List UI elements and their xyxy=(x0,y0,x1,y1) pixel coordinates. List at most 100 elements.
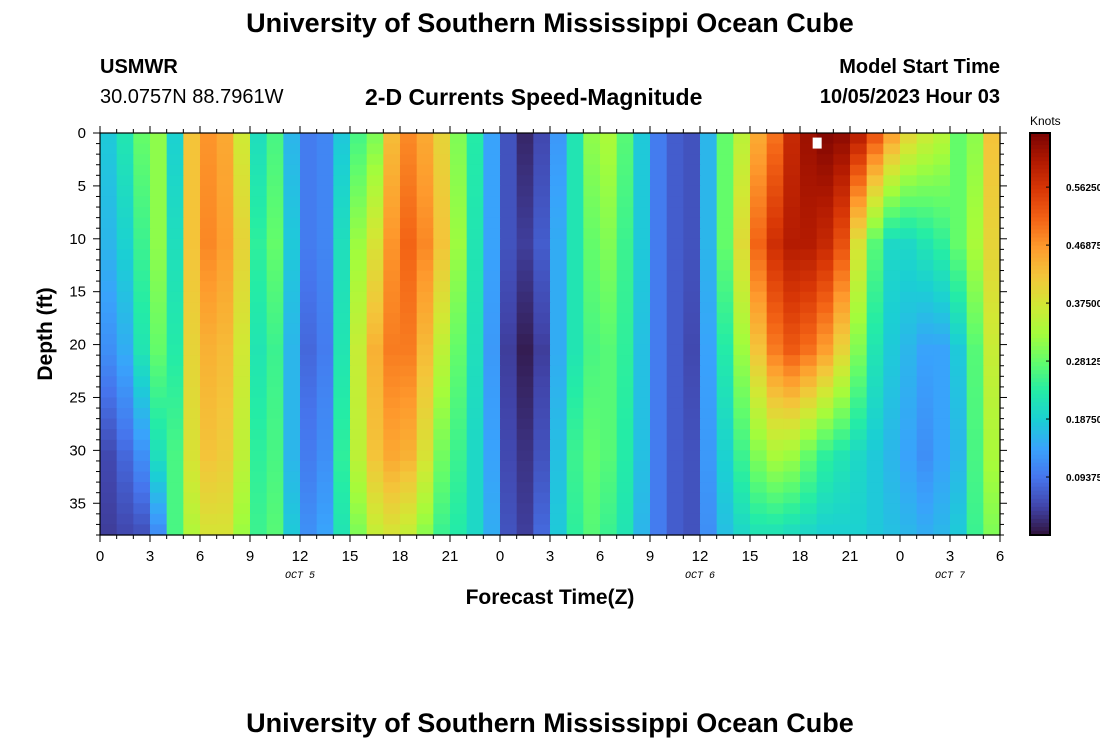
colorbar-segment xyxy=(1030,237,1050,243)
heatmap-cell xyxy=(866,408,884,420)
heatmap-cell xyxy=(683,291,701,303)
heatmap-cell xyxy=(483,143,501,155)
heatmap-cell xyxy=(816,185,834,198)
heatmap-cell xyxy=(400,291,418,303)
heatmap-cell xyxy=(966,482,984,494)
colorbar-segment xyxy=(1030,165,1050,170)
heatmap-cell xyxy=(533,524,551,536)
heatmap-cell xyxy=(916,281,934,293)
heatmap-cell xyxy=(100,154,118,166)
heatmap-cell xyxy=(916,386,934,399)
heatmap-cell xyxy=(216,207,234,219)
heatmap-cell xyxy=(550,154,568,166)
heatmap-cell xyxy=(250,503,268,515)
heatmap-cell xyxy=(383,492,401,504)
heatmap-cell xyxy=(566,175,584,187)
heatmap-cell xyxy=(733,143,751,155)
heatmap-cell xyxy=(433,196,451,208)
heatmap-cell xyxy=(866,185,884,198)
heatmap-cell xyxy=(283,196,301,208)
x-axis: 0 3 6 9 12 15 18 21 0 3 6 9 12 15 18 21 0 3 6 xyxy=(96,126,1004,565)
heatmap-cell xyxy=(100,302,118,314)
heatmap-cell xyxy=(116,408,134,420)
heatmap-cell xyxy=(900,270,918,282)
heatmap-cell xyxy=(783,397,801,409)
heatmap-cell xyxy=(800,302,818,314)
heatmap-cell xyxy=(750,133,768,145)
heatmap-cell xyxy=(483,397,501,409)
heatmap-cell xyxy=(333,460,351,473)
heatmap-cell xyxy=(200,302,218,314)
heatmap-cell xyxy=(400,429,418,441)
heatmap-cell xyxy=(116,450,134,462)
heatmap-cell xyxy=(483,312,501,325)
heatmap-cell xyxy=(183,249,201,261)
heatmap-cell xyxy=(550,302,568,314)
heatmap-cell xyxy=(800,175,818,187)
heatmap-cell xyxy=(316,365,334,377)
heatmap-cell xyxy=(216,513,234,526)
heatmap-cell xyxy=(250,344,268,356)
heatmap-cell xyxy=(200,228,218,240)
heatmap-cell xyxy=(600,207,618,219)
heatmap-cell xyxy=(100,196,118,208)
heatmap-cell xyxy=(983,450,1001,462)
heatmap-cell xyxy=(983,408,1001,420)
heatmap-cell xyxy=(550,323,568,335)
heatmap-cell xyxy=(783,291,801,303)
heatmap-cell xyxy=(366,344,384,356)
heatmap-cell xyxy=(933,355,951,367)
heatmap-cell xyxy=(183,207,201,219)
heatmap-cell xyxy=(216,281,234,293)
heatmap-cell xyxy=(966,492,984,504)
heatmap-cell xyxy=(266,185,284,198)
heatmap-cell xyxy=(366,217,384,229)
heatmap-cell xyxy=(300,270,318,282)
heatmap-cell xyxy=(183,270,201,282)
heatmap-cell xyxy=(150,312,168,325)
heatmap-cell xyxy=(783,408,801,420)
heatmap-cell xyxy=(533,471,551,483)
heatmap-cell xyxy=(933,185,951,198)
heatmap-cell xyxy=(550,482,568,494)
heatmap-cell xyxy=(100,164,118,176)
heatmap-cell xyxy=(633,344,651,356)
heatmap-cell xyxy=(483,429,501,441)
heatmap-cell xyxy=(650,429,668,441)
heatmap-cell xyxy=(800,397,818,409)
colorbar-segment xyxy=(1030,177,1050,182)
heatmap-cell xyxy=(816,492,834,504)
heatmap-cell xyxy=(800,334,818,346)
heatmap-cell xyxy=(883,439,901,451)
heatmap-cell xyxy=(950,418,968,430)
heatmap-cell xyxy=(250,334,268,346)
heatmap-cell xyxy=(400,418,418,430)
heatmap-cell xyxy=(650,344,668,356)
colorbar-segment xyxy=(1030,414,1050,420)
heatmap-cell xyxy=(283,302,301,314)
heatmap-cell xyxy=(333,259,351,272)
heatmap-cell xyxy=(850,196,868,208)
heatmap-cell xyxy=(116,196,134,208)
heatmap-cell xyxy=(166,185,184,198)
colorbar-segment xyxy=(1030,161,1050,166)
heatmap-cell xyxy=(166,513,184,526)
heatmap-cell xyxy=(183,323,201,335)
heatmap-cell xyxy=(800,291,818,303)
heatmap-cell xyxy=(366,418,384,430)
heatmap-cell xyxy=(816,281,834,293)
heatmap-cell xyxy=(333,524,351,536)
heatmap-cell xyxy=(266,503,284,515)
heatmap-cell xyxy=(783,270,801,282)
heatmap-cell xyxy=(550,439,568,451)
heatmap-cell xyxy=(366,429,384,441)
heatmap-cell xyxy=(283,164,301,176)
heatmap-cell xyxy=(833,386,851,399)
heatmap-cell xyxy=(216,133,234,145)
heatmap-cell xyxy=(266,323,284,335)
colorbar-segment xyxy=(1030,185,1050,190)
heatmap-cell xyxy=(683,344,701,356)
heatmap-cell xyxy=(250,207,268,219)
heatmap-cell xyxy=(100,439,118,451)
